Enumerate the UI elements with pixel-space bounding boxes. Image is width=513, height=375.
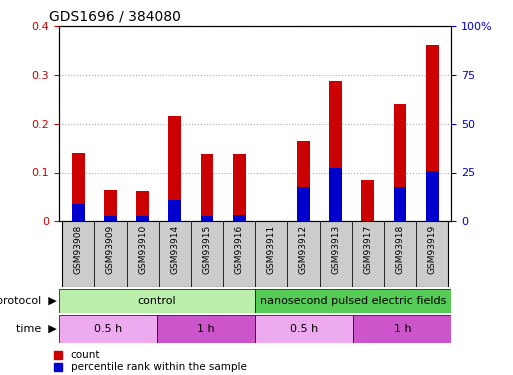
Bar [59,315,157,343]
Text: nanosecond pulsed electric fields: nanosecond pulsed electric fields [260,296,446,306]
Text: GSM93914: GSM93914 [170,225,180,274]
Bar [72,204,85,221]
Bar [59,289,255,313]
Bar [223,221,255,287]
Bar [233,154,246,221]
Text: 1 h: 1 h [198,324,215,334]
Bar [297,141,310,221]
Bar [104,216,117,221]
Text: GSM93908: GSM93908 [74,225,83,274]
Bar [329,81,342,221]
Bar [297,187,310,221]
Text: GSM93919: GSM93919 [428,225,437,274]
Text: GSM93916: GSM93916 [234,225,244,274]
Bar [255,221,287,287]
Bar [384,221,416,287]
Text: control: control [138,296,176,306]
Text: 1 h: 1 h [393,324,411,334]
Bar [127,221,159,287]
Text: GSM93912: GSM93912 [299,225,308,274]
Bar [255,289,451,313]
Text: time  ▶: time ▶ [16,324,56,334]
Text: GSM93917: GSM93917 [363,225,372,274]
Text: GSM93909: GSM93909 [106,225,115,274]
Text: GDS1696 / 384080: GDS1696 / 384080 [49,9,181,23]
Bar [72,153,85,221]
Bar [159,221,191,287]
Bar [361,180,374,221]
Bar [104,190,117,221]
Bar [320,221,352,287]
Text: GSM93915: GSM93915 [203,225,211,274]
Text: GSM93918: GSM93918 [396,225,404,274]
Text: protocol  ▶: protocol ▶ [0,296,56,306]
Bar [94,221,127,287]
Bar [157,315,255,343]
Bar [136,216,149,221]
Bar [393,104,406,221]
Text: GSM93913: GSM93913 [331,225,340,274]
Bar [416,221,448,287]
Bar [329,168,342,221]
Bar [287,221,320,287]
Bar [426,171,439,221]
Text: 0.5 h: 0.5 h [290,324,319,334]
Text: GSM93910: GSM93910 [138,225,147,274]
Bar [136,191,149,221]
Bar [62,221,94,287]
Bar [191,221,223,287]
Bar [353,315,451,343]
Text: GSM93911: GSM93911 [267,225,276,274]
Bar [168,200,181,221]
Bar [201,216,213,221]
Bar [393,187,406,221]
Bar [201,154,213,221]
Legend: count, percentile rank within the sample: count, percentile rank within the sample [54,350,246,372]
Bar [168,116,181,221]
Bar [352,221,384,287]
Bar [233,215,246,221]
Bar [426,45,439,221]
Bar [255,315,353,343]
Text: 0.5 h: 0.5 h [94,324,122,334]
